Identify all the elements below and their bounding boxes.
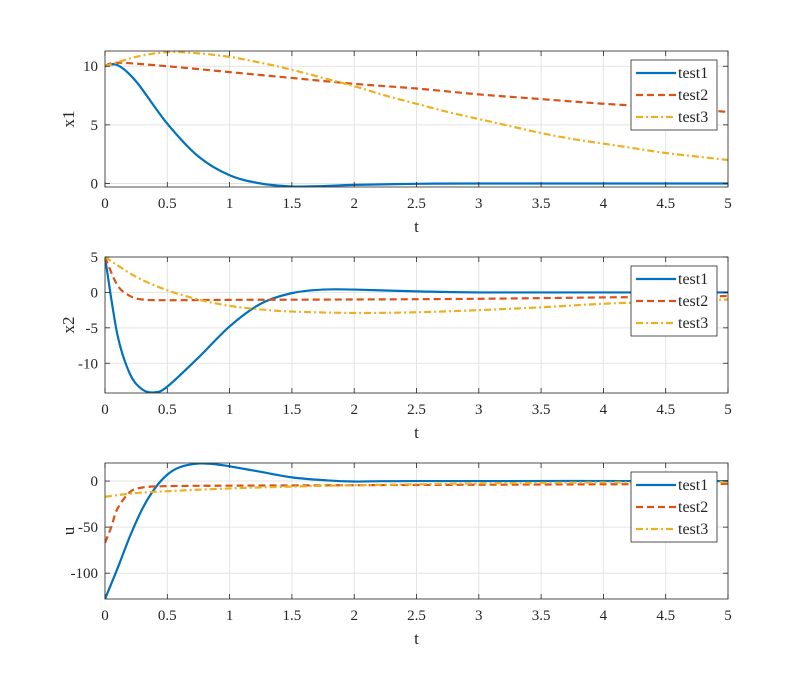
x-tick-label: 2: [350, 402, 358, 418]
legend-label-test1: test1: [678, 65, 708, 82]
x-tick-label: 0.5: [158, 196, 177, 212]
y-tick-label: -50: [78, 520, 98, 536]
x-tick-label: 4: [600, 196, 608, 212]
y-tick-label: 0: [91, 474, 99, 490]
x-tick-label: 0: [101, 608, 109, 624]
series-line-test3: [105, 480, 728, 498]
y-tick-label: -100: [71, 566, 99, 582]
subplot-1: 0 0.5 1 1.5 2 2.5 3 3.5 4 4.5 50510tx1test1test2te…: [59, 50, 732, 236]
y-tick-label: 5: [91, 118, 99, 134]
x-tick-label: 4.5: [656, 608, 675, 624]
y-tick-label: 5: [91, 250, 99, 266]
x-axis-label: t: [414, 423, 419, 442]
x-tick-label: 5: [724, 402, 732, 418]
x-tick-label: 1.5: [283, 402, 302, 418]
y-tick-label: 10: [83, 59, 98, 75]
series-line-test3: [105, 257, 728, 315]
x-tick-label: 4.5: [656, 196, 675, 212]
x-tick-label: 3: [475, 608, 483, 624]
legend-label-test2: test2: [678, 87, 708, 104]
x-tick-label: 1: [226, 402, 234, 418]
x-tick-label: 1.5: [283, 608, 302, 624]
x-tick-label: 1: [226, 196, 234, 212]
x-tick-label: 3.5: [532, 402, 551, 418]
x-tick-label: 4: [600, 402, 608, 418]
y-axis-label: x2: [59, 317, 78, 334]
series-line-test2: [105, 257, 728, 302]
x-tick-label: 2.5: [407, 402, 426, 418]
x-tick-label: 1.5: [283, 196, 302, 212]
x-axis-label: t: [414, 629, 419, 648]
x-tick-label: 3: [475, 402, 483, 418]
x-tick-label: 5: [724, 196, 732, 212]
x-tick-label: 2: [350, 196, 358, 212]
legend: test1 test2 test3: [630, 59, 718, 131]
legend-label-test3: test3: [678, 521, 708, 538]
legend-label-test2: test2: [678, 499, 708, 516]
subplot-2: 0 0.5 1 1.5 2 2.5 3 3.5 4 4.5 5-10-505tx2test1test…: [59, 250, 732, 442]
series-line-test3: [105, 51, 728, 162]
x-tick-label: 4.5: [656, 402, 675, 418]
x-tick-label: 2.5: [407, 196, 426, 212]
legend-label-test1: test1: [678, 477, 708, 494]
legend-label-test3: test3: [678, 109, 708, 126]
x-tick-label: 0.5: [158, 402, 177, 418]
y-axis-label: x1: [59, 111, 78, 128]
y-tick-label: -10: [78, 356, 98, 372]
series-line-test1: [105, 257, 728, 393]
y-tick-label: 0: [91, 285, 99, 301]
x-axis-label: t: [414, 217, 419, 236]
x-tick-label: 3.5: [532, 196, 551, 212]
x-tick-label: 2.5: [407, 608, 426, 624]
subplot-3: 0 0.5 1 1.5 2 2.5 3 3.5 4 4.5 5-100-500tutest1test…: [59, 462, 732, 648]
x-tick-label: 0: [101, 196, 109, 212]
legend-label-test1: test1: [678, 271, 708, 288]
x-tick-label: 4: [600, 608, 608, 624]
legend-label-test3: test3: [678, 315, 708, 332]
legend: test1 test2 test3: [630, 265, 718, 337]
x-tick-label: 5: [724, 608, 732, 624]
y-axis-label: u: [59, 526, 78, 535]
x-tick-label: 2: [350, 608, 358, 624]
x-tick-label: 0.5: [158, 608, 177, 624]
series-line-test2: [105, 61, 728, 114]
x-tick-label: 1: [226, 608, 234, 624]
y-tick-label: -5: [86, 321, 99, 337]
x-tick-label: 3.5: [532, 608, 551, 624]
x-tick-label: 0: [101, 402, 109, 418]
legend-label-test2: test2: [678, 293, 708, 310]
legend: test1 test2 test3: [630, 471, 718, 543]
y-tick-label: 0: [91, 176, 99, 192]
series-line-test1: [105, 463, 728, 599]
series-line-test2: [105, 482, 728, 544]
x-tick-label: 3: [475, 196, 483, 212]
